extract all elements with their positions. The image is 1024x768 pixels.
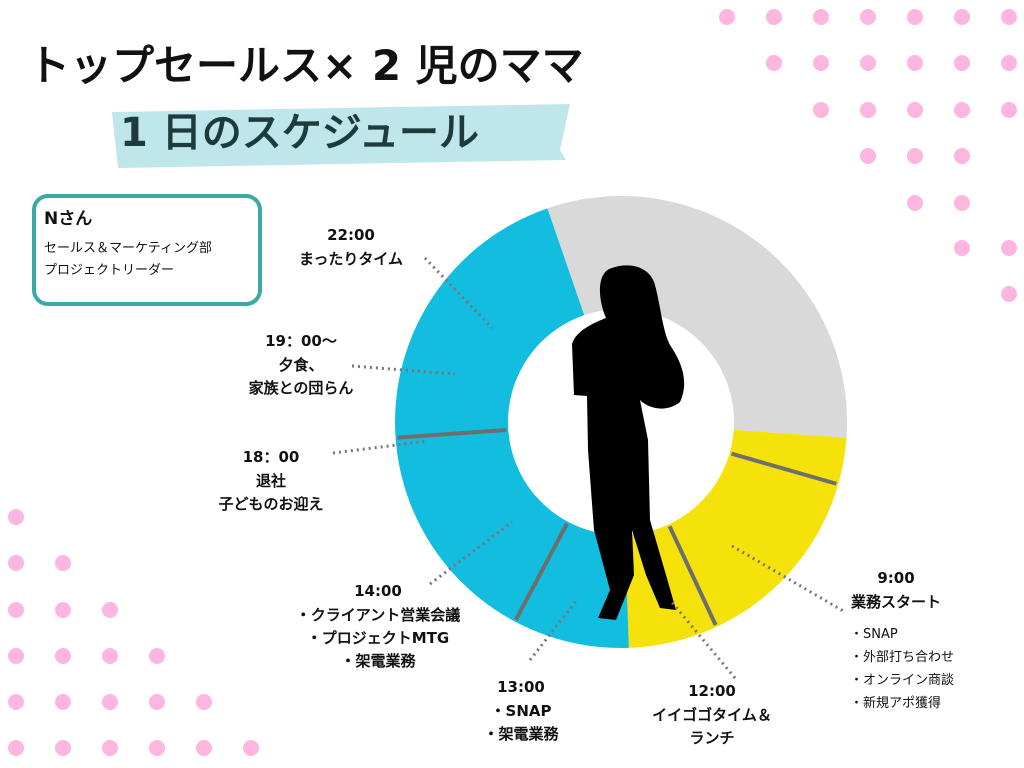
- detail-label: ・外部打ち合わせ: [850, 650, 954, 665]
- dot: [907, 195, 923, 211]
- donut-segment: [395, 208, 629, 648]
- donut-segment: [547, 195, 847, 438]
- dot: [813, 55, 829, 71]
- activity-label: イイゴゴタイム＆: [652, 706, 772, 724]
- title-line2: 1 日のスケジュール: [120, 110, 479, 156]
- donut-segment: [624, 429, 847, 648]
- title-line1: トップセールス× 2 児のママ: [28, 41, 584, 90]
- activity-label: 退社: [256, 472, 286, 490]
- dot: [8, 694, 24, 710]
- leader: [528, 599, 579, 661]
- divider: [397, 428, 507, 440]
- donut: [395, 195, 847, 648]
- dot: [766, 9, 782, 25]
- dot: [1001, 55, 1017, 71]
- divider: [730, 451, 837, 486]
- dot: [55, 555, 71, 571]
- leader: [332, 439, 429, 455]
- dot: [813, 9, 829, 25]
- dot: [8, 648, 24, 664]
- activity-label: 家族との団らん: [249, 379, 354, 397]
- dot: [1001, 286, 1017, 302]
- dot: [196, 740, 212, 756]
- dot: [1001, 9, 1017, 25]
- dot: [860, 9, 876, 25]
- dot: [149, 694, 165, 710]
- activity-label: 業務スタート: [850, 593, 941, 611]
- schedule-labels: 22:00 まったりタイム 19：00〜夕食、家族との団らん 18：00 退社子どものお…: [218, 226, 954, 747]
- dot: [766, 55, 782, 71]
- dot: [102, 648, 118, 664]
- time-label: 19：00〜: [265, 332, 337, 350]
- dot: [907, 102, 923, 118]
- profile-dept: セールス＆マーケティング部: [44, 241, 212, 256]
- activity-label: 子どものお迎え: [218, 495, 323, 513]
- detail-label: ・新規アポ獲得: [850, 695, 941, 711]
- dot: [102, 740, 118, 756]
- dot: [954, 55, 970, 71]
- dot: [954, 240, 970, 256]
- dot: [860, 55, 876, 71]
- time-label: 12:00: [688, 682, 736, 700]
- activity-label: まったりタイム: [299, 250, 403, 268]
- time-label: 13:00: [497, 678, 545, 696]
- dot: [102, 694, 118, 710]
- dot: [1001, 102, 1017, 118]
- dot: [907, 9, 923, 25]
- activity-label: ・プロジェクトMTG: [307, 629, 449, 647]
- leader: [731, 544, 846, 614]
- dot: [55, 602, 71, 618]
- profile-box: [32, 194, 262, 306]
- time-label: 9:00: [877, 569, 914, 587]
- dot: [813, 102, 829, 118]
- dot: [954, 148, 970, 164]
- time-label: 22:00: [327, 226, 375, 244]
- time-label: 14:00: [354, 582, 402, 600]
- dot: [8, 740, 24, 756]
- dot: [860, 102, 876, 118]
- detail-label: ・SNAP: [850, 627, 898, 642]
- dot: [8, 509, 24, 525]
- decor-dots: [8, 9, 1017, 756]
- leader: [429, 520, 513, 586]
- profile-role: プロジェクトリーダー: [44, 263, 174, 278]
- dot: [954, 9, 970, 25]
- activity-label: ・クライアント営業会議: [296, 606, 460, 624]
- activity-label: 夕食、: [278, 356, 323, 374]
- silhouette: [572, 265, 685, 620]
- dot: [860, 148, 876, 164]
- dot: [954, 195, 970, 211]
- activity-label: ・架電業務: [483, 725, 559, 743]
- dot: [196, 694, 212, 710]
- dot: [102, 602, 118, 618]
- dot: [243, 740, 259, 756]
- dot: [55, 648, 71, 664]
- detail-label: ・オンライン商談: [850, 672, 954, 688]
- leader: [668, 599, 737, 679]
- time-label: 18：00: [243, 448, 300, 466]
- dot: [1001, 240, 1017, 256]
- dot: [719, 9, 735, 25]
- dot: [907, 148, 923, 164]
- profile-name: Nさん: [44, 209, 92, 229]
- dot: [55, 740, 71, 756]
- leaders: [332, 256, 846, 679]
- divider: [514, 522, 569, 621]
- dot: [55, 694, 71, 710]
- dot: [149, 648, 165, 664]
- leader: [423, 256, 494, 330]
- dot: [8, 602, 24, 618]
- dot: [149, 740, 165, 756]
- activity-label: ・架電業務: [340, 652, 416, 670]
- activity-label: ランチ: [689, 729, 734, 747]
- title-highlight: [112, 104, 570, 168]
- divider: [667, 525, 718, 626]
- dot: [907, 55, 923, 71]
- activity-label: ・SNAP: [491, 702, 552, 720]
- dot: [954, 102, 970, 118]
- dot: [8, 555, 24, 571]
